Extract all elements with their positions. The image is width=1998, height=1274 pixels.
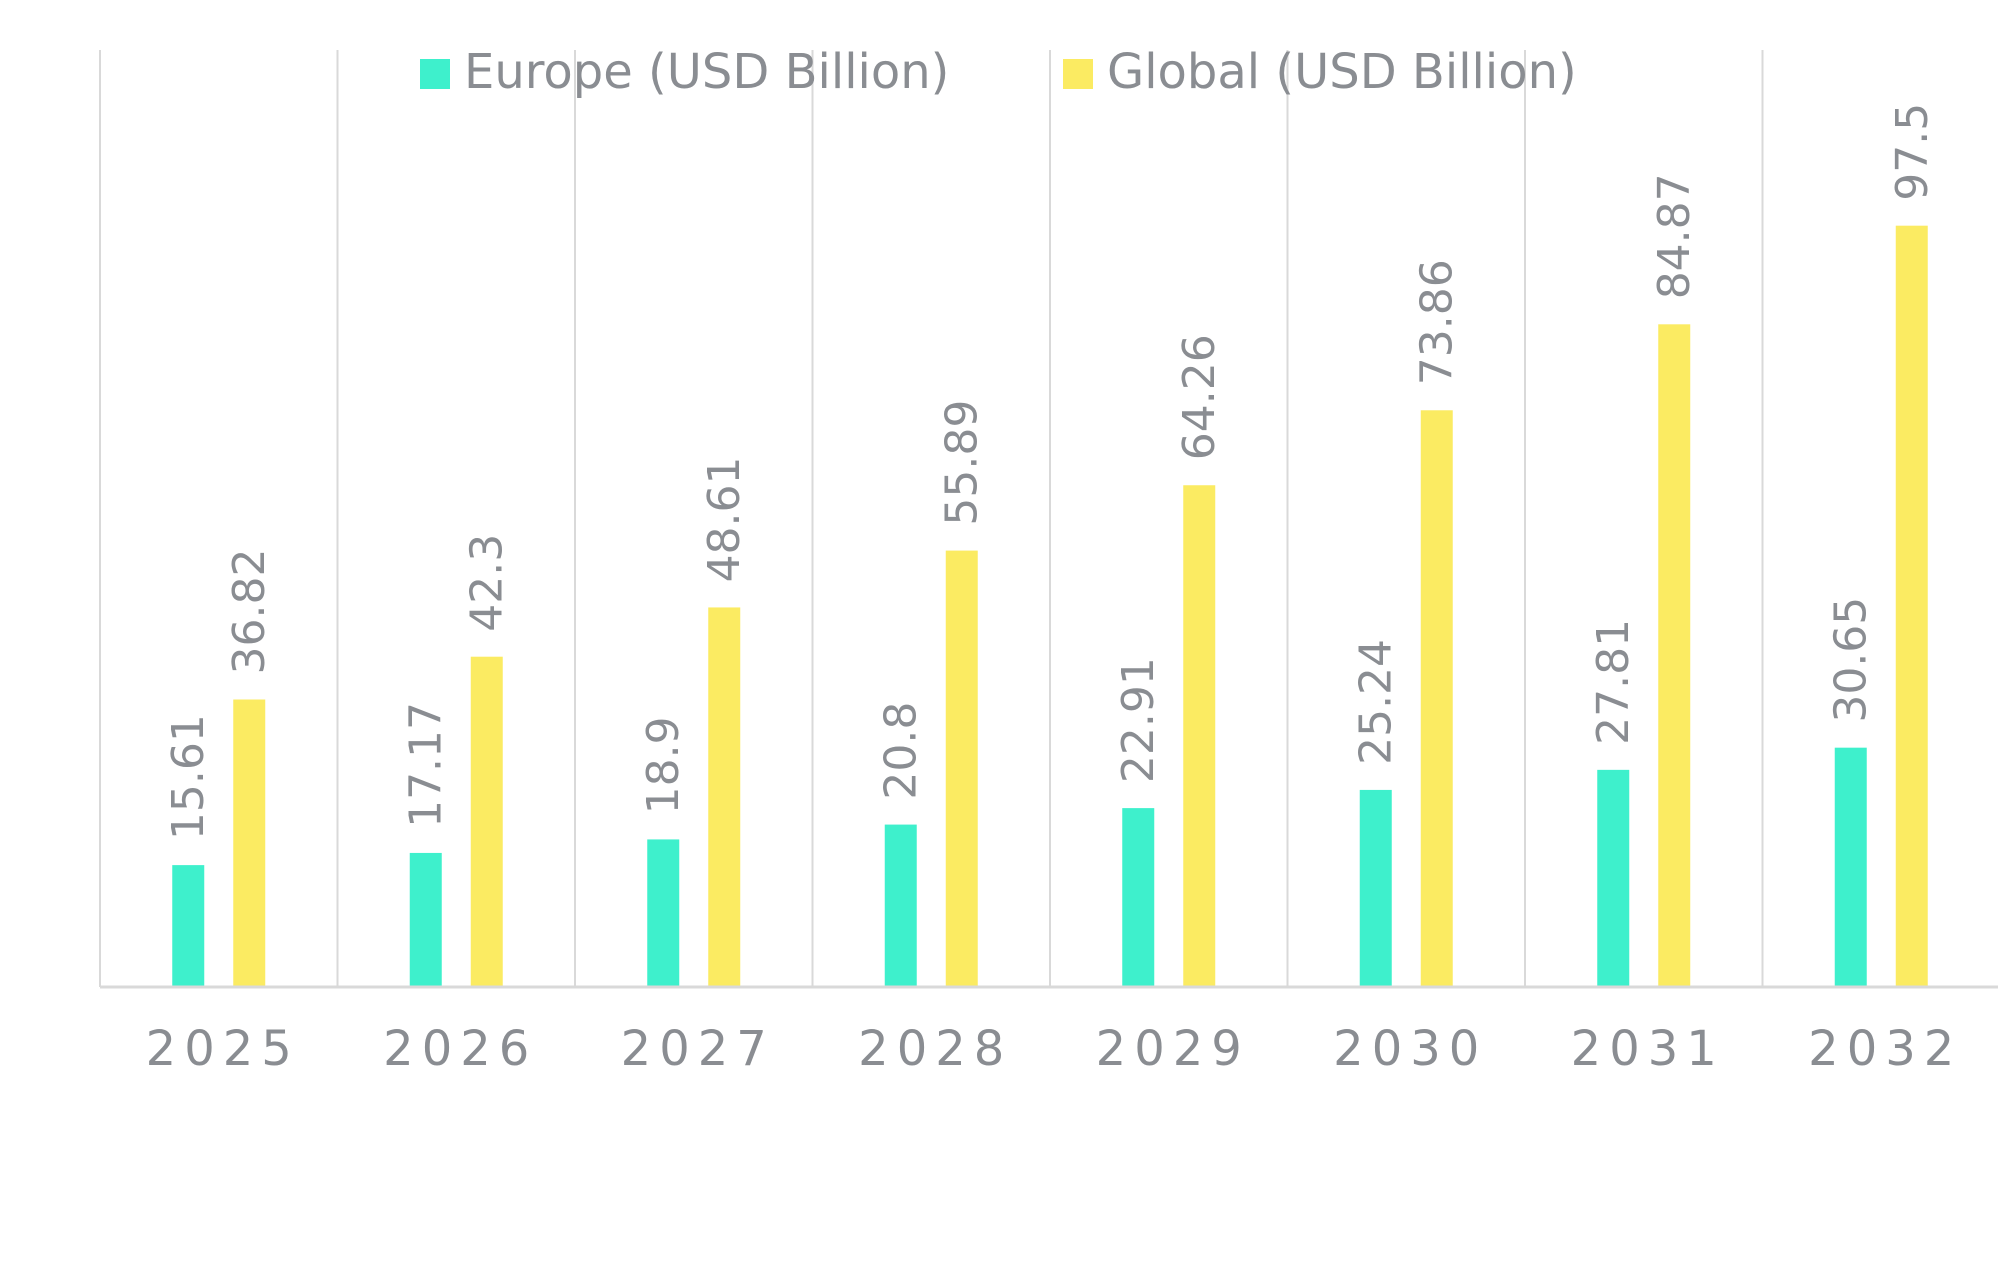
x-tick-label: 2031	[1571, 1021, 1725, 1077]
bar-global-2025	[233, 699, 266, 987]
bar-global-2031	[1658, 324, 1691, 987]
data-label: 15.61	[163, 714, 214, 840]
data-label: 17.17	[401, 702, 452, 828]
data-label: 22.91	[1113, 657, 1164, 783]
grid-lines	[99, 50, 1764, 987]
data-label: 25.24	[1351, 639, 1402, 765]
data-label: 20.8	[876, 702, 927, 800]
legend: Europe (USD Billion) Global (USD Billion)	[420, 44, 1577, 100]
legend-label: Global (USD Billion)	[1107, 44, 1577, 100]
data-label: 30.65	[1826, 597, 1877, 723]
bar-europe-2025	[172, 865, 205, 987]
bar-europe-2029	[1122, 808, 1155, 987]
bar-global-2029	[1183, 485, 1216, 987]
x-tick-label: 2027	[621, 1021, 775, 1077]
x-tick-label: 2026	[383, 1021, 537, 1077]
bar-europe-2032	[1834, 747, 1867, 987]
x-tick-label: 2030	[1333, 1021, 1487, 1077]
x-tick-label: 2032	[1808, 1021, 1962, 1077]
x-tick-label: 2028	[858, 1021, 1012, 1077]
legend-swatch	[1063, 59, 1093, 89]
bar-europe-2027	[647, 839, 680, 987]
data-label: 73.86	[1412, 259, 1463, 385]
bars	[172, 225, 1928, 987]
legend-label: Europe (USD Billion)	[464, 44, 949, 100]
data-label: 55.89	[937, 400, 988, 526]
data-label: 84.87	[1649, 173, 1700, 299]
x-tick-label: 2025	[146, 1021, 300, 1077]
data-label: 18.9	[638, 716, 689, 814]
bar-europe-2028	[884, 824, 917, 987]
bar-europe-2026	[409, 852, 442, 987]
bar-europe-2030	[1359, 789, 1392, 987]
data-label: 64.26	[1174, 334, 1225, 460]
bar-global-2032	[1895, 225, 1928, 987]
data-label: 27.81	[1588, 619, 1639, 745]
data-label: 36.82	[224, 549, 275, 675]
x-tick-label: 2029	[1096, 1021, 1250, 1077]
bar-global-2030	[1420, 410, 1453, 987]
x-axis: 2025 2026 2027 2028 2029 2030 2031 2032	[100, 985, 1998, 1077]
bar-global-2028	[945, 550, 978, 987]
data-label: 97.5	[1887, 103, 1938, 201]
bar-europe-2031	[1597, 769, 1630, 987]
legend-swatch	[420, 59, 450, 89]
data-label: 48.61	[699, 456, 750, 582]
bar-global-2027	[708, 607, 741, 987]
bar-global-2026	[470, 656, 503, 987]
data-label: 42.3	[462, 534, 513, 632]
